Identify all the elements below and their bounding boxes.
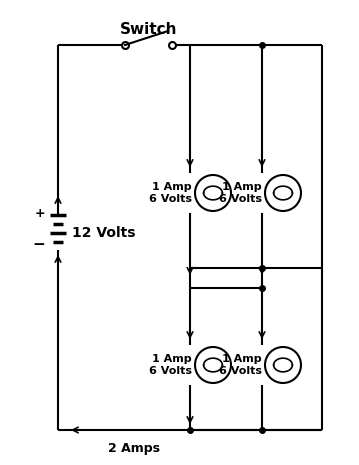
Text: Switch: Switch (120, 22, 177, 37)
Text: 12 Volts: 12 Volts (72, 226, 135, 239)
Text: 2 Amps: 2 Amps (108, 442, 160, 455)
Text: 1 Amp
6 Volts: 1 Amp 6 Volts (149, 182, 192, 204)
Text: +: + (34, 206, 45, 219)
Text: −: − (32, 237, 45, 252)
Text: 1 Amp
6 Volts: 1 Amp 6 Volts (219, 182, 262, 204)
Text: 1 Amp
6 Volts: 1 Amp 6 Volts (219, 354, 262, 376)
Text: 1 Amp
6 Volts: 1 Amp 6 Volts (149, 354, 192, 376)
